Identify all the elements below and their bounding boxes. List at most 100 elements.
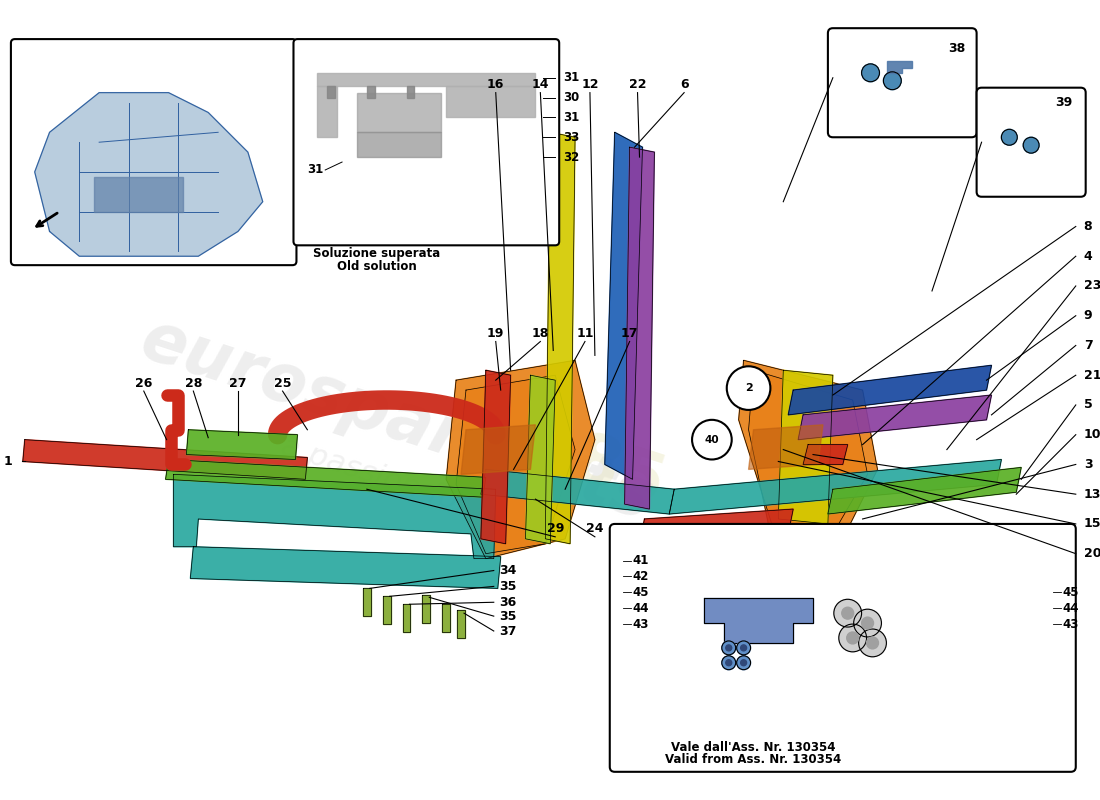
Circle shape [722, 641, 736, 655]
Text: 2: 2 [745, 383, 752, 393]
Circle shape [861, 64, 880, 82]
Circle shape [726, 660, 732, 666]
Text: 23: 23 [1084, 279, 1100, 293]
Text: 27: 27 [229, 377, 246, 390]
Circle shape [692, 420, 732, 459]
Text: a passion for parts: a passion for parts [276, 431, 557, 547]
Polygon shape [186, 430, 297, 459]
Text: 24: 24 [586, 522, 604, 535]
Text: 11: 11 [576, 327, 594, 340]
Text: 36: 36 [498, 596, 516, 609]
Text: 14: 14 [531, 78, 549, 91]
Text: 39: 39 [1055, 96, 1072, 109]
Polygon shape [779, 370, 833, 524]
Polygon shape [749, 370, 868, 534]
Text: 44: 44 [1063, 602, 1079, 614]
Text: 20: 20 [1084, 547, 1100, 560]
Text: 13: 13 [1084, 488, 1100, 501]
Polygon shape [95, 177, 184, 212]
Text: 32: 32 [563, 150, 580, 163]
Polygon shape [481, 470, 674, 514]
Text: eurosparparts: eurosparparts [133, 306, 660, 534]
Text: 1: 1 [3, 455, 12, 468]
Text: 44: 44 [632, 602, 649, 614]
Polygon shape [317, 73, 536, 86]
Polygon shape [363, 588, 371, 616]
Text: 29: 29 [547, 522, 564, 535]
Polygon shape [526, 375, 556, 544]
Text: Soluzione superata: Soluzione superata [314, 246, 440, 260]
Text: 30: 30 [563, 91, 580, 104]
Polygon shape [749, 425, 823, 470]
Circle shape [740, 660, 747, 666]
FancyBboxPatch shape [294, 39, 559, 246]
Circle shape [867, 637, 879, 649]
Polygon shape [447, 360, 595, 558]
Text: 17: 17 [620, 327, 638, 340]
Polygon shape [174, 474, 496, 558]
Polygon shape [23, 440, 307, 479]
Circle shape [737, 641, 750, 655]
Text: 21: 21 [1084, 369, 1100, 382]
Text: 9: 9 [1084, 310, 1092, 322]
Polygon shape [383, 596, 390, 624]
Text: 33: 33 [563, 130, 580, 144]
Text: 43: 43 [1063, 618, 1079, 630]
Circle shape [722, 656, 736, 670]
Text: 38: 38 [948, 42, 966, 54]
Text: 15: 15 [1084, 518, 1100, 530]
Polygon shape [704, 598, 813, 643]
Text: 35: 35 [498, 610, 516, 622]
Circle shape [861, 617, 873, 629]
Text: Vale dall'Ass. Nr. 130354: Vale dall'Ass. Nr. 130354 [671, 741, 836, 754]
Polygon shape [789, 366, 991, 415]
Text: 45: 45 [1063, 586, 1079, 599]
Text: 43: 43 [632, 618, 649, 630]
Text: 1985: 1985 [476, 399, 673, 519]
Polygon shape [458, 610, 465, 638]
Polygon shape [605, 132, 642, 479]
Circle shape [1001, 130, 1018, 145]
Text: 41: 41 [632, 554, 649, 567]
Text: 16: 16 [487, 78, 505, 91]
Polygon shape [35, 93, 263, 256]
Text: 31: 31 [563, 111, 580, 124]
Text: 22: 22 [629, 78, 647, 91]
Circle shape [839, 624, 867, 652]
Circle shape [834, 599, 861, 627]
Polygon shape [739, 360, 878, 539]
Polygon shape [669, 459, 1001, 514]
Polygon shape [190, 546, 500, 588]
Circle shape [842, 607, 854, 619]
FancyBboxPatch shape [977, 88, 1086, 197]
Text: 42: 42 [632, 570, 649, 583]
Polygon shape [356, 132, 441, 157]
Circle shape [740, 645, 747, 651]
Text: 10: 10 [1084, 428, 1100, 442]
Text: 7: 7 [1084, 339, 1092, 352]
Text: 8: 8 [1084, 220, 1092, 233]
Text: 6: 6 [680, 78, 689, 91]
Polygon shape [828, 467, 1021, 514]
Circle shape [859, 629, 887, 657]
Text: 34: 34 [498, 564, 516, 577]
Text: 25: 25 [274, 377, 292, 390]
Text: 18: 18 [531, 327, 549, 340]
Text: 4: 4 [1084, 250, 1092, 262]
Circle shape [883, 72, 901, 90]
Circle shape [727, 366, 770, 410]
Text: 26: 26 [135, 377, 153, 390]
FancyBboxPatch shape [11, 39, 297, 265]
Text: 5: 5 [1084, 398, 1092, 411]
Text: Old solution: Old solution [337, 260, 417, 273]
Polygon shape [447, 86, 536, 118]
Polygon shape [639, 509, 793, 544]
Circle shape [854, 610, 881, 637]
Circle shape [737, 656, 750, 670]
Polygon shape [317, 86, 337, 138]
Text: 3: 3 [1084, 458, 1092, 471]
Polygon shape [403, 604, 410, 632]
Circle shape [1023, 138, 1040, 153]
Text: 31: 31 [307, 163, 323, 177]
Polygon shape [367, 86, 375, 98]
